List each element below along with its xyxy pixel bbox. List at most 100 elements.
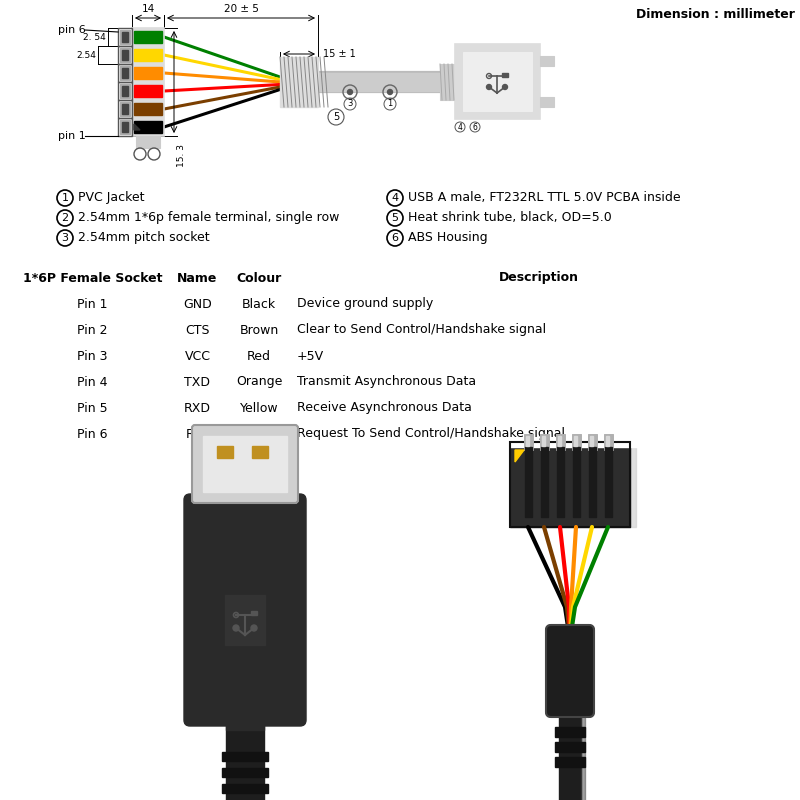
Text: Black: Black [242,298,276,310]
Bar [589,447,596,517]
Text: Pin 3: Pin 3 [78,350,108,362]
Bar [540,56,554,66]
Bar [540,434,549,450]
Text: 2: 2 [62,213,69,223]
Bar [120,120,130,134]
Text: 1: 1 [387,99,393,109]
Text: 15 ± 1: 15 ± 1 [323,49,356,59]
FancyBboxPatch shape [192,425,298,503]
Bar [542,436,545,446]
Bar [222,752,268,761]
Bar [120,48,130,62]
Text: Receive Asynchronous Data: Receive Asynchronous Data [297,402,472,414]
Circle shape [347,90,353,94]
Bar [225,265,293,291]
Text: Heat shrink tube, black, OD=5.0: Heat shrink tube, black, OD=5.0 [408,211,612,225]
Bar [225,595,265,645]
Bar [588,434,597,450]
Circle shape [233,625,239,631]
Bar [526,436,529,446]
Bar [134,85,162,97]
Text: 20 ± 5: 20 ± 5 [223,4,258,14]
Bar [122,104,128,114]
Bar [556,434,565,450]
Bar [225,343,293,369]
Text: 2. 54: 2. 54 [83,33,106,42]
Text: Device ground supply: Device ground supply [297,298,434,310]
Bar [170,421,225,447]
Bar [225,317,293,343]
Bar [15,395,170,421]
Bar [502,73,508,77]
Text: Brown: Brown [239,323,278,337]
Bar [15,421,170,447]
Text: 3: 3 [347,99,353,109]
Bar [455,44,540,119]
Bar [134,121,162,133]
Bar [293,369,785,395]
Polygon shape [134,124,140,130]
Bar [120,66,130,80]
Bar [0,432,400,800]
Text: RTS: RTS [186,427,210,441]
Bar [134,31,162,43]
Text: 6: 6 [473,122,478,131]
Text: Clear to Send Control/Handshake signal: Clear to Send Control/Handshake signal [297,323,546,337]
Bar [122,122,128,132]
Text: 6: 6 [391,233,398,243]
Bar [170,291,225,317]
Bar [122,32,128,42]
Bar [573,447,580,517]
Text: 5: 5 [333,112,339,122]
Bar [463,52,532,111]
Bar [170,369,225,395]
Bar [15,265,170,291]
Bar [630,447,636,527]
Text: 4: 4 [458,122,462,131]
Bar [134,67,162,79]
Bar [574,436,577,446]
Text: 2.54mm pitch socket: 2.54mm pitch socket [78,231,210,245]
Bar [280,57,318,107]
Text: Pin 4: Pin 4 [78,375,108,389]
Bar [252,446,268,458]
Bar [170,317,225,343]
Text: 3: 3 [62,233,69,243]
Text: RXD: RXD [184,402,211,414]
Bar [132,28,164,136]
Bar [225,421,293,447]
Bar [136,136,160,148]
Bar [555,742,585,752]
Bar [605,447,612,517]
Text: 2.54mm 1*6p female terminal, single row: 2.54mm 1*6p female terminal, single row [78,211,339,225]
Text: Pin 5: Pin 5 [77,402,108,414]
Bar [122,50,128,60]
Bar [226,720,264,730]
Bar [510,442,630,527]
Text: Orange: Orange [236,375,282,389]
Bar [558,436,561,446]
Bar [118,46,132,64]
Text: 5: 5 [391,213,398,223]
Text: PVC Jacket: PVC Jacket [78,191,145,205]
Bar [293,317,785,343]
Bar [293,291,785,317]
Bar [226,720,264,800]
Bar [293,265,785,291]
Text: Yellow: Yellow [240,402,278,414]
Bar [225,395,293,421]
Bar [120,84,130,98]
Text: GND: GND [183,298,212,310]
Bar [524,434,533,450]
Text: VCC: VCC [185,350,210,362]
Bar [15,369,170,395]
Bar [606,436,609,446]
FancyBboxPatch shape [546,625,594,717]
Bar [170,395,225,421]
Text: USB A male, FT232RL TTL 5.0V PCBA inside: USB A male, FT232RL TTL 5.0V PCBA inside [408,191,681,205]
Bar [590,436,593,446]
Bar [222,784,268,793]
Bar [118,100,132,118]
Bar [555,757,585,767]
Bar [203,436,287,492]
